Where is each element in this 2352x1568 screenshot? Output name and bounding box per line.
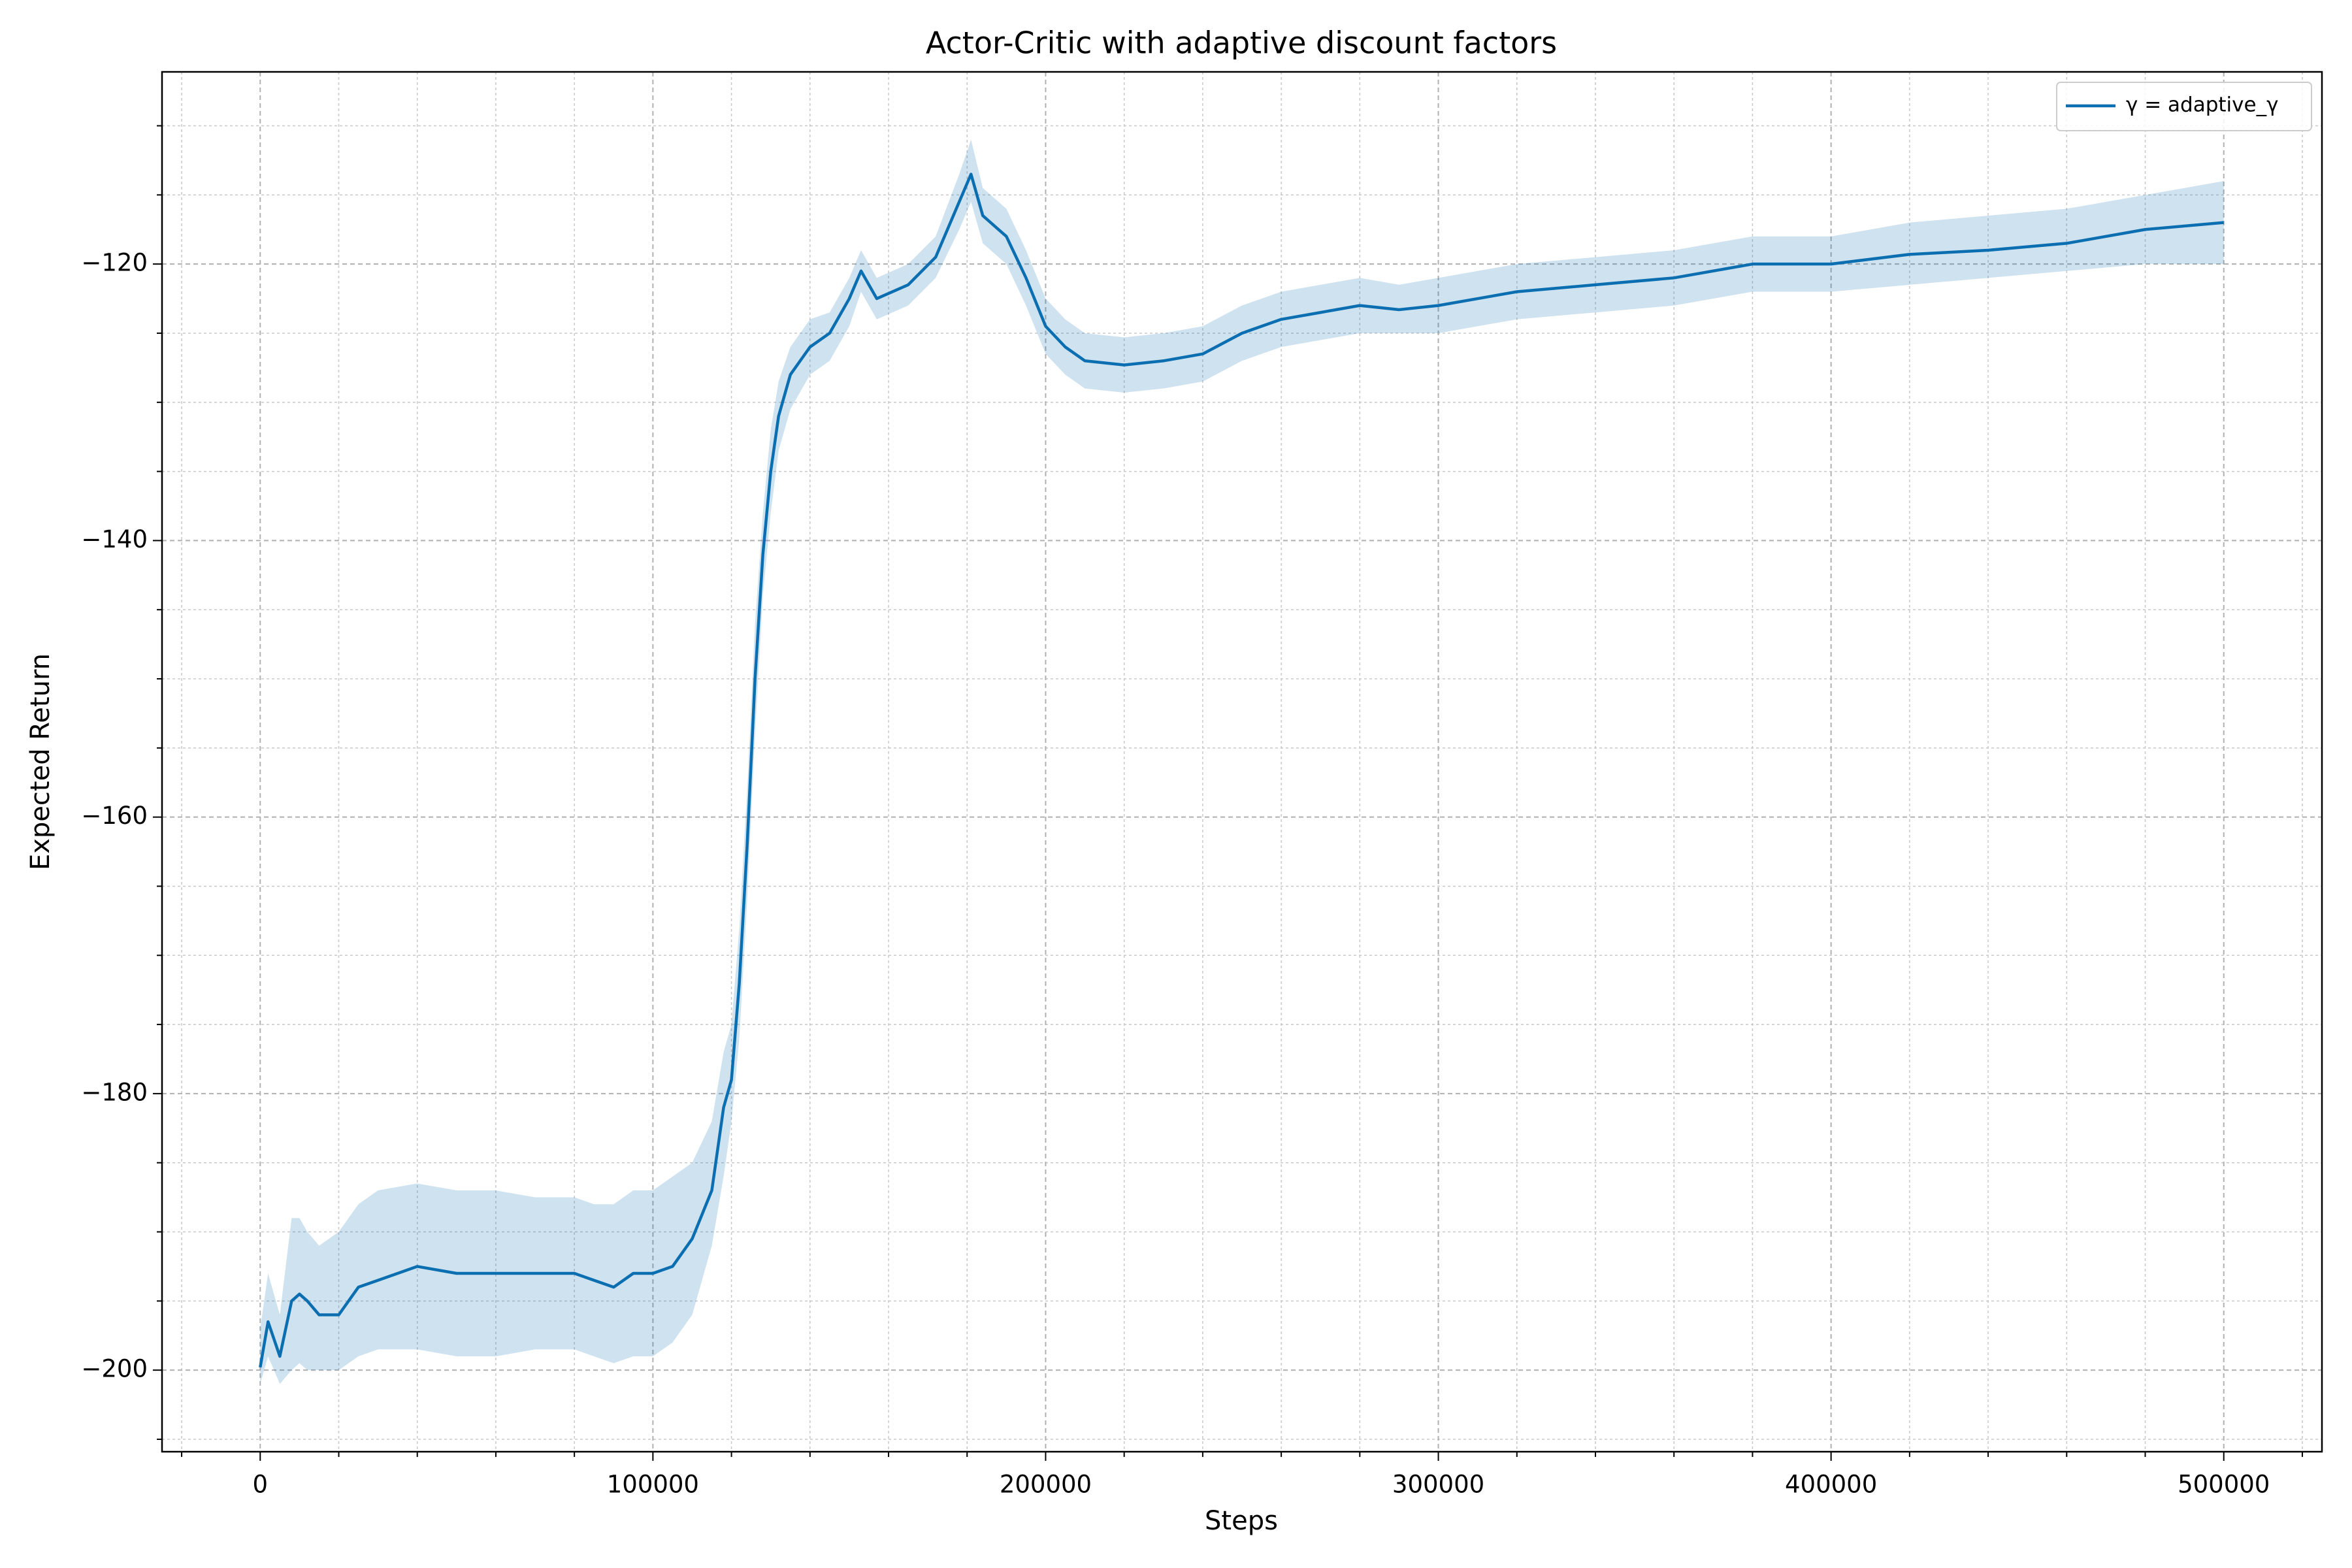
x-axis-label: Steps xyxy=(1205,1506,1278,1536)
x-tick-label: 100000 xyxy=(607,1471,699,1499)
legend-label: γ = adaptive_γ xyxy=(2126,93,2278,117)
legend-box xyxy=(2056,82,2312,131)
y-tick-label: −160 xyxy=(81,802,148,830)
plot-frame xyxy=(161,71,2323,1453)
chart-title: Actor-Critic with adaptive discount fact… xyxy=(926,25,1557,61)
y-tick-label: −180 xyxy=(81,1078,148,1106)
y-tick-label: −120 xyxy=(81,249,148,277)
x-tick-label: 400000 xyxy=(1785,1471,1877,1499)
x-tick-label: 300000 xyxy=(1392,1471,1484,1499)
x-tick-label: 200000 xyxy=(1000,1471,1092,1499)
legend: γ = adaptive_γ xyxy=(2056,82,2312,131)
confidence-band xyxy=(260,139,2224,1384)
y-axis-label: Expected Return xyxy=(25,653,56,870)
y-tick-label: −140 xyxy=(81,525,148,553)
line xyxy=(259,172,2224,1368)
x-tick-label: 500000 xyxy=(2178,1471,2270,1499)
x-tick-label: 0 xyxy=(252,1471,268,1499)
y-tick-label: −200 xyxy=(81,1355,148,1383)
